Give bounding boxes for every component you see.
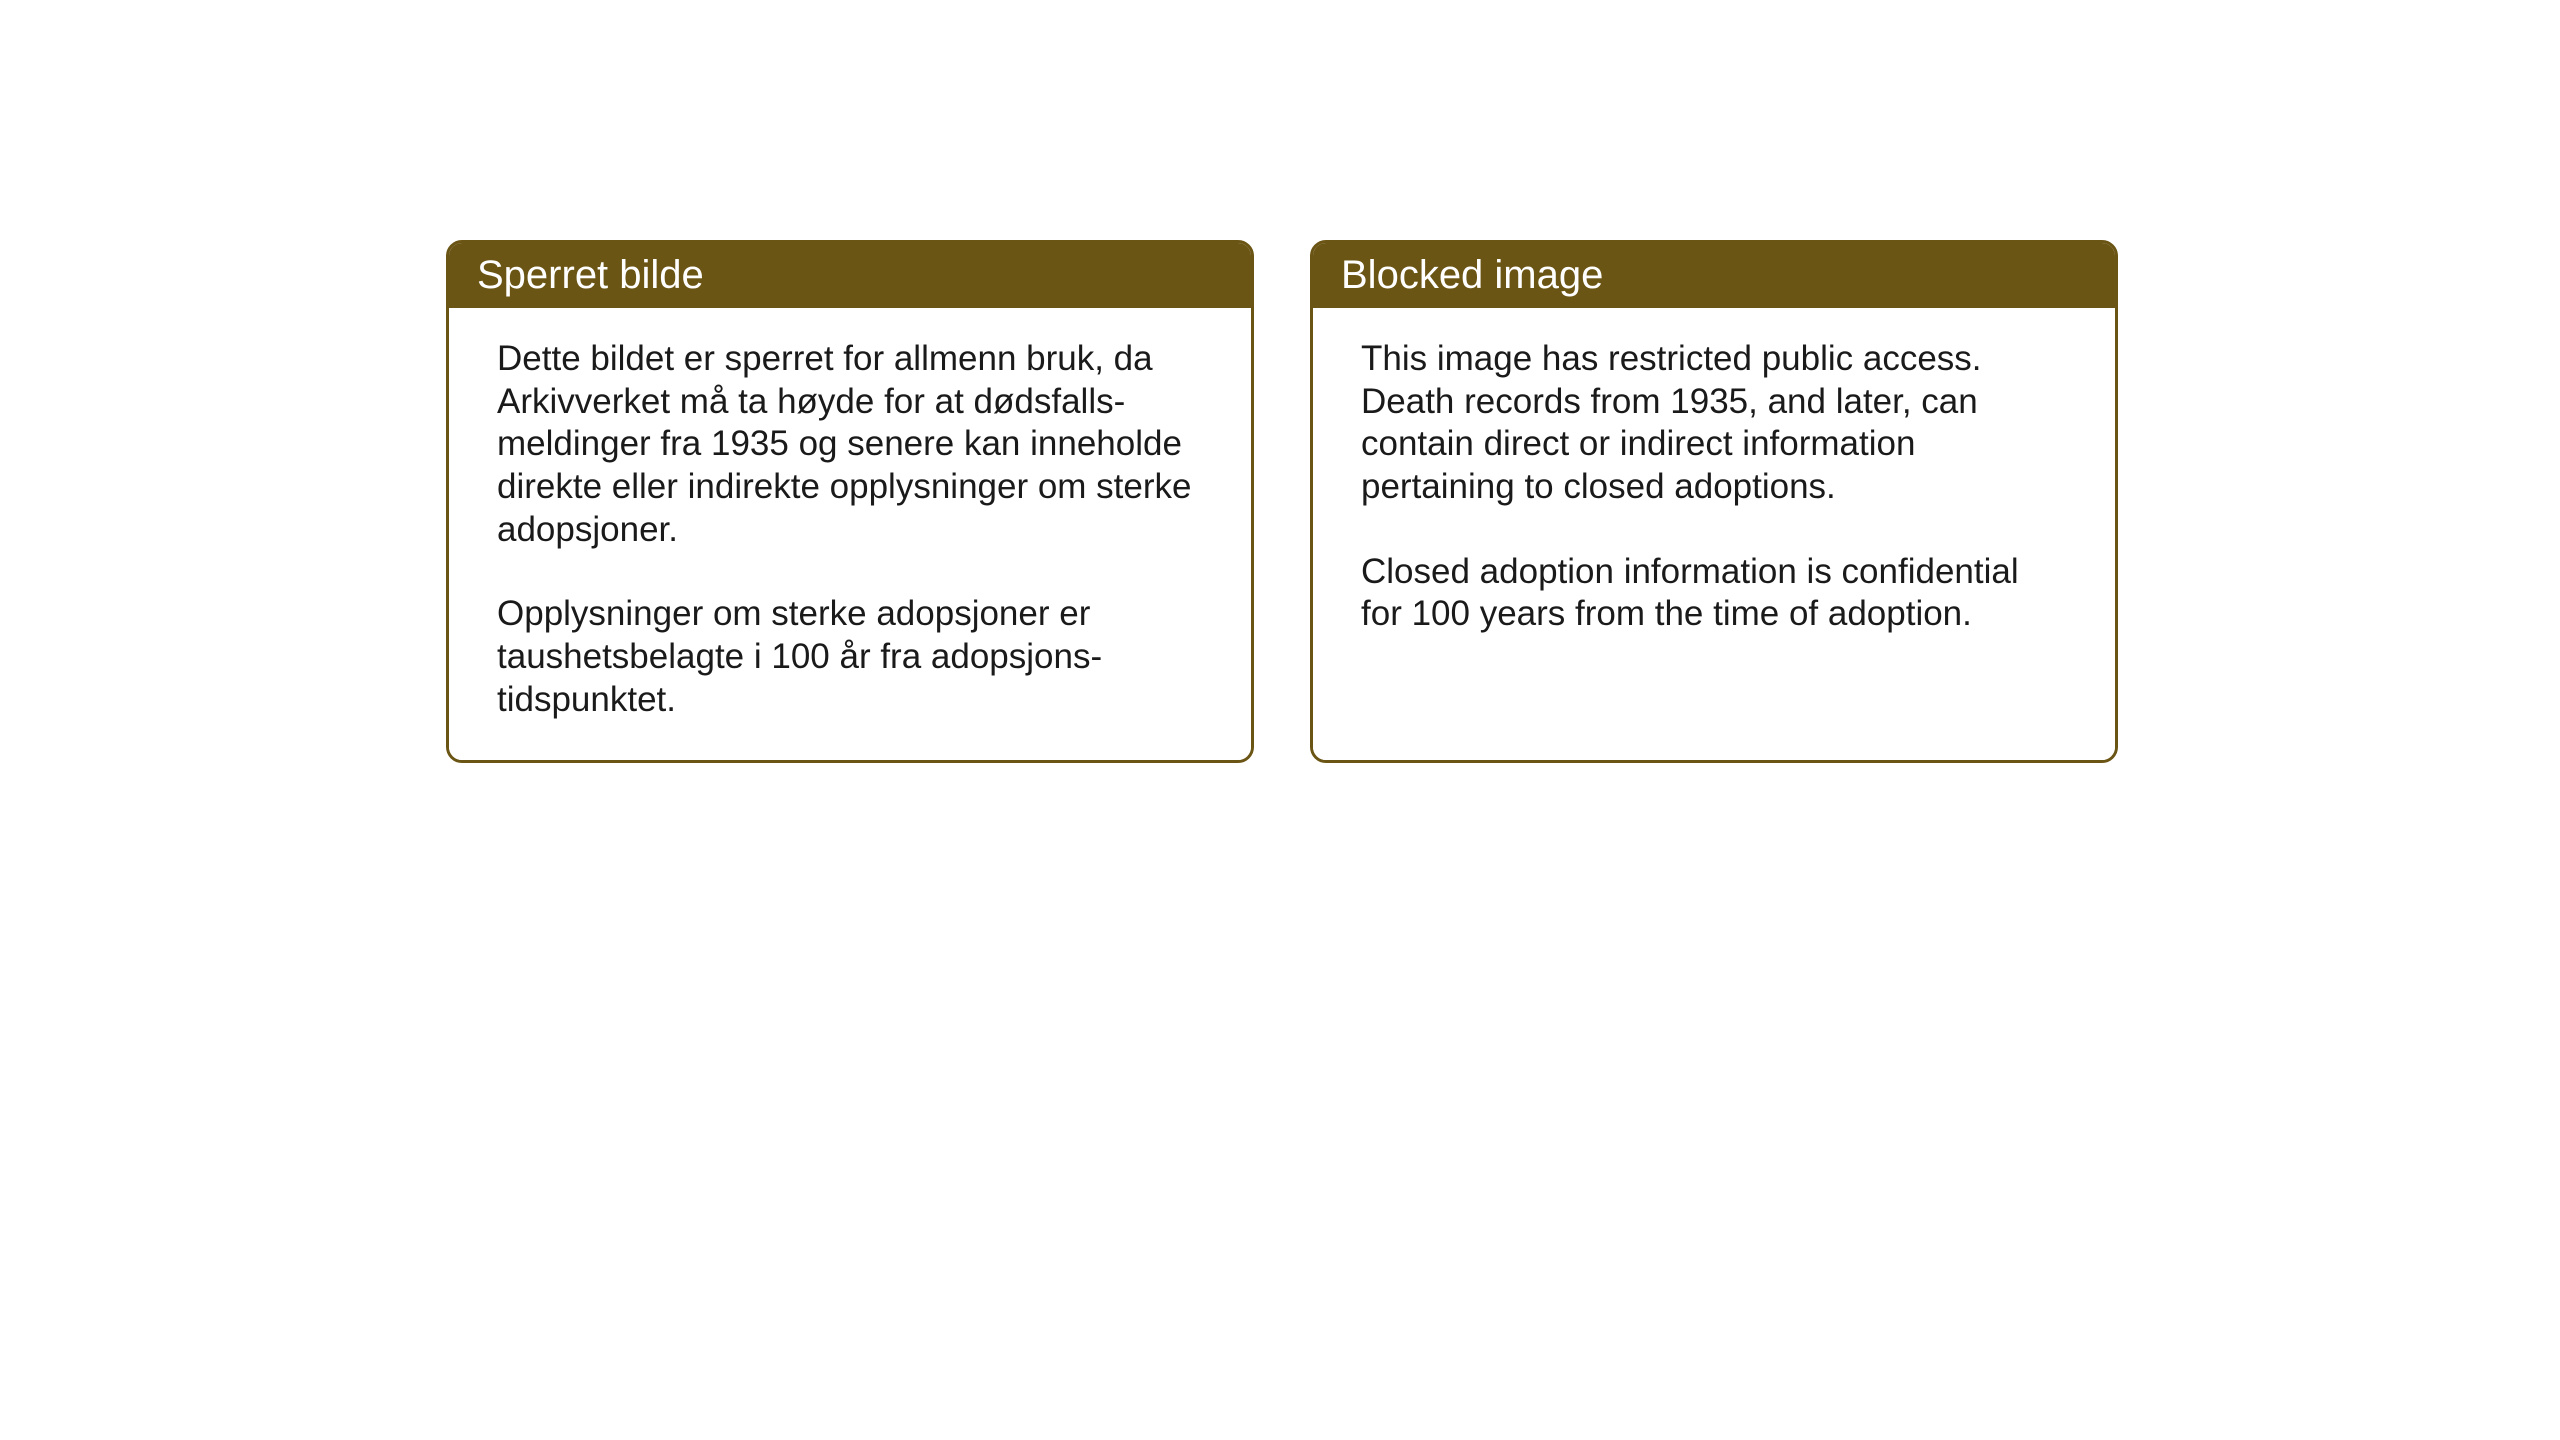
notice-body-norwegian: Dette bildet er sperret for allmenn bruk… bbox=[449, 308, 1251, 760]
notice-paragraph-2-norwegian: Opplysninger om sterke adopsjoner er tau… bbox=[497, 593, 1203, 721]
notice-container: Sperret bilde Dette bildet er sperret fo… bbox=[446, 240, 2118, 763]
notice-title-norwegian: Sperret bilde bbox=[477, 253, 704, 297]
notice-paragraph-1-english: This image has restricted public access.… bbox=[1361, 338, 2067, 509]
notice-box-english: Blocked image This image has restricted … bbox=[1310, 240, 2118, 763]
notice-paragraph-2-english: Closed adoption information is confident… bbox=[1361, 551, 2067, 636]
notice-header-english: Blocked image bbox=[1313, 243, 2115, 308]
notice-title-english: Blocked image bbox=[1341, 253, 1603, 297]
notice-body-english: This image has restricted public access.… bbox=[1313, 308, 2115, 760]
notice-paragraph-1-norwegian: Dette bildet er sperret for allmenn bruk… bbox=[497, 338, 1203, 551]
notice-box-norwegian: Sperret bilde Dette bildet er sperret fo… bbox=[446, 240, 1254, 763]
notice-header-norwegian: Sperret bilde bbox=[449, 243, 1251, 308]
